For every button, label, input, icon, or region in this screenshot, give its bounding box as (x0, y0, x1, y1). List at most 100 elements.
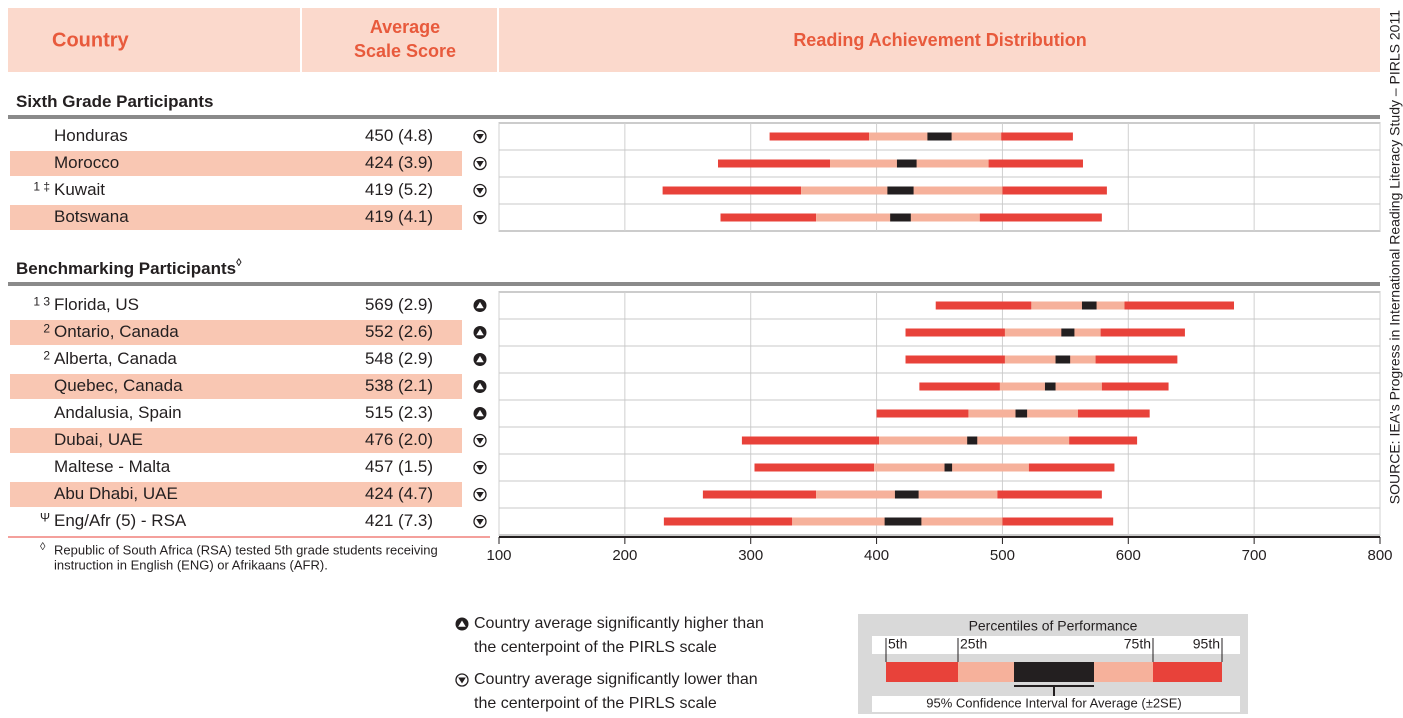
country: Abu Dhabi, UAE (54, 484, 178, 503)
icon-lower-arrow (476, 519, 484, 525)
bar-outer-high (997, 490, 1102, 499)
ci (884, 517, 922, 526)
pct-outer (1153, 662, 1222, 682)
score: 457 (1.5) (365, 457, 433, 476)
bar-outer-high (1124, 301, 1235, 310)
bar-outer-low (754, 463, 875, 472)
country: Ontario, Canada (54, 322, 179, 341)
row-notes: 2 (43, 322, 50, 336)
pct-label-strip (872, 636, 1240, 654)
group-title-text: Benchmarking Participants (16, 259, 236, 278)
x-tick-label: 400 (864, 547, 889, 564)
bar-outer-low (662, 186, 802, 195)
ci (894, 490, 919, 499)
footnote-marker: ◊ (40, 541, 46, 553)
bar-inner (1031, 301, 1125, 310)
icon-lower-arrow (476, 492, 484, 498)
bar-outer-low (717, 159, 831, 168)
ci (1061, 328, 1075, 337)
bar-outer-low (876, 409, 969, 418)
bar-outer-low (769, 132, 870, 141)
pct-label: 95th (1193, 636, 1220, 652)
country: Alberta, Canada (54, 349, 177, 368)
bar-outer-low (702, 490, 817, 499)
score: 424 (4.7) (365, 484, 433, 503)
footnote: Republic of South Africa (RSA) tested 5t… (54, 542, 438, 557)
bar-outer-high (1001, 132, 1073, 141)
icon-lower-arrow (476, 465, 484, 471)
ci (890, 213, 911, 222)
icon-higher-arrow (476, 329, 484, 336)
ci (1081, 301, 1097, 310)
score: 476 (2.0) (365, 430, 433, 449)
header-country: Country (52, 29, 130, 51)
row-bg (10, 482, 462, 507)
country: Andalusia, Spain (54, 403, 182, 422)
bar-outer-low (720, 213, 817, 222)
legend-text: Country average significantly lower than (474, 671, 758, 688)
group-title-note: ◊ (236, 257, 242, 269)
icon-lower-arrow (476, 134, 484, 140)
bar-inner (1004, 355, 1096, 364)
header-bg (499, 8, 1380, 72)
bar-outer-low (741, 436, 880, 445)
header-bg (8, 8, 300, 72)
bar-outer-high (1002, 517, 1114, 526)
pct-label: 25th (960, 636, 987, 652)
country: Honduras (54, 126, 128, 145)
score: 424 (3.9) (365, 153, 433, 172)
bar-outer-high (1069, 436, 1138, 445)
country: Morocco (54, 153, 119, 172)
score: 450 (4.8) (365, 126, 433, 145)
icon-lower-arrow (476, 215, 484, 221)
x-tick-label: 200 (612, 547, 637, 564)
header-score: Scale Score (354, 41, 456, 61)
row-notes: Ψ (40, 511, 50, 525)
icon-lower-arrow (476, 188, 484, 194)
x-tick-label: 500 (990, 547, 1015, 564)
footnote: instruction in English (ENG) or Afrikaan… (54, 557, 328, 572)
legend-text: the centerpoint of the PIRLS scale (474, 639, 717, 656)
header-distribution: Reading Achievement Distribution (793, 30, 1086, 50)
bar-outer-low (663, 517, 793, 526)
group-title-text: Sixth Grade Participants (16, 92, 213, 111)
pct-legend-title: Percentiles of Performance (969, 618, 1138, 634)
icon-lower-arrow (476, 161, 484, 167)
country: Quebec, Canada (54, 376, 183, 395)
bar-outer-high (979, 213, 1102, 222)
x-tick-label: 700 (1242, 547, 1267, 564)
row-bg (10, 374, 462, 399)
icon-higher-arrow (476, 383, 484, 390)
legend-text: Country average significantly higher tha… (474, 615, 764, 632)
bar-outer-high (1101, 382, 1169, 391)
bar-outer-low (905, 328, 1005, 337)
bar-outer-low (905, 355, 1005, 364)
source: SOURCE: IEA's Progress in International … (1387, 10, 1403, 504)
ci-label-strip (872, 696, 1240, 712)
score: 538 (2.1) (365, 376, 433, 395)
pct-ci (1014, 662, 1094, 682)
row-notes: 1 3 (33, 295, 50, 309)
country: Dubai, UAE (54, 430, 143, 449)
ci (1044, 382, 1056, 391)
group-rule (8, 282, 1380, 286)
icon-higher-arrow (476, 410, 484, 417)
score: 569 (2.9) (365, 295, 433, 314)
icon-lower-arrow (476, 438, 484, 444)
pct-label: 75th (1124, 636, 1151, 652)
bar-outer-low (919, 382, 1000, 391)
row-bg (10, 320, 462, 345)
country: Kuwait (54, 180, 105, 199)
ci (1015, 409, 1028, 418)
group-title: Sixth Grade Participants (16, 92, 213, 111)
bar-outer-high (1100, 328, 1185, 337)
legend-icon-higher-arrow (458, 620, 466, 627)
ci (944, 463, 953, 472)
legend-icon-lower-arrow (458, 677, 466, 684)
score: 419 (5.2) (365, 180, 433, 199)
header-bg (302, 8, 497, 72)
score: 552 (2.6) (365, 322, 433, 341)
group-rule (8, 115, 1380, 119)
score: 419 (4.1) (365, 207, 433, 226)
